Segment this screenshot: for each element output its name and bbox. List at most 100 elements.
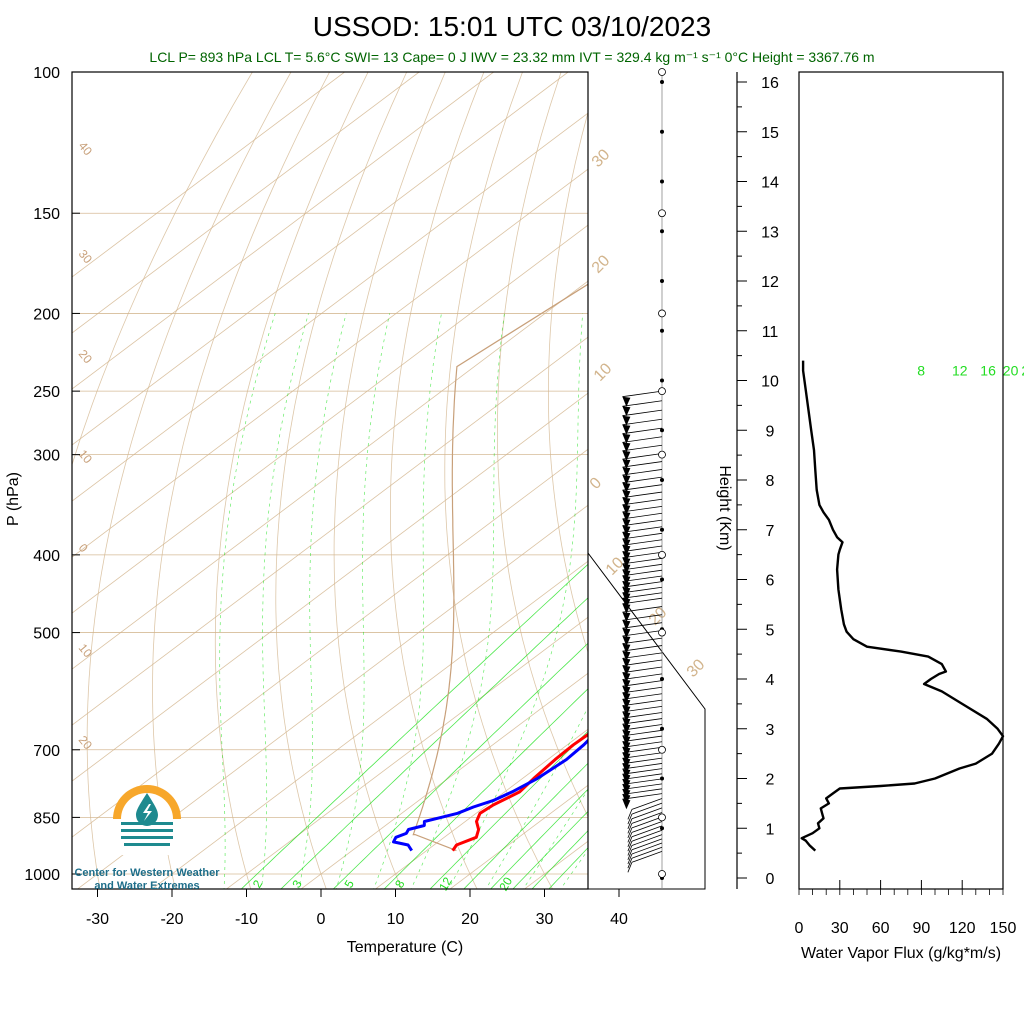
wind-barb-flag xyxy=(622,396,631,407)
wind-barb xyxy=(631,816,663,829)
wind-barb xyxy=(622,505,663,513)
wind-barb xyxy=(622,427,663,435)
mixing-ratio-label: 24 xyxy=(1021,363,1024,379)
wind-barb-flag xyxy=(622,482,631,493)
wind-barb xyxy=(622,409,663,417)
wind-barb-flag xyxy=(622,406,631,417)
dry-adiabat-line xyxy=(152,72,330,889)
height-tick-label: 0 xyxy=(766,871,775,888)
wind-barb xyxy=(622,788,663,795)
staff-dot xyxy=(660,179,664,184)
wind-barb xyxy=(622,768,663,775)
wind-barb xyxy=(622,390,663,398)
wind-barb xyxy=(622,581,663,588)
staff-pressure-marker xyxy=(658,628,666,637)
wind-barb xyxy=(622,741,663,748)
wind-barb-flag xyxy=(622,705,631,716)
wind-barb xyxy=(622,757,663,765)
y-tick-label: 700 xyxy=(33,743,60,760)
main-plot-frame xyxy=(71,71,589,890)
staff-pressure-marker xyxy=(658,309,666,318)
mixing-ratio-label: 16 xyxy=(980,363,996,379)
temperature-profile-line xyxy=(451,732,588,852)
wind-barb-feather xyxy=(627,827,633,839)
x-tick-label: 10 xyxy=(387,911,405,928)
wind-barb xyxy=(622,512,663,520)
dry-adiabat-line xyxy=(986,72,1024,891)
cw3e-logo: Center for Western Weather and Water Ext… xyxy=(74,785,220,892)
wind-barb-flag xyxy=(622,433,631,444)
x-tick-label: 20 xyxy=(461,911,479,928)
height-tick-label: 1 xyxy=(766,821,775,838)
moist-adiabat-line xyxy=(485,706,588,889)
wind-barb-feather xyxy=(627,818,633,829)
wind-barb xyxy=(622,400,663,407)
isotherm-line xyxy=(151,560,588,889)
isotherm-label: 20 xyxy=(589,252,614,277)
wind-barb-flag xyxy=(622,497,631,508)
wind-barb-feather xyxy=(627,853,633,865)
height-tick-label: 8 xyxy=(766,473,775,490)
moist-adiabat-line xyxy=(373,313,442,889)
wind-barb xyxy=(622,673,663,680)
staff-dot xyxy=(660,478,664,482)
logo-text-line2: and Water Extremes xyxy=(94,880,199,892)
wind-barb xyxy=(622,763,663,770)
dry-adiabat-line xyxy=(782,72,1024,891)
staff-pressure-marker xyxy=(658,813,666,822)
moist-adiabat-line xyxy=(410,313,505,889)
isotherm-label: 30 xyxy=(76,247,96,266)
height-tick-label: 15 xyxy=(761,125,779,142)
wind-barb xyxy=(622,773,663,780)
dry-adiabat-line xyxy=(72,72,253,467)
y-tick-label: 300 xyxy=(33,448,60,465)
moist-adiabat-line xyxy=(448,313,584,889)
y-tick-label: 1000 xyxy=(24,867,60,884)
y-tick-label: 250 xyxy=(33,384,60,401)
mixing-ratio-label: 20 xyxy=(1003,363,1019,379)
wind-barb xyxy=(622,680,663,687)
isotherm-line xyxy=(72,72,494,390)
wind-barb xyxy=(622,783,663,790)
x-tick-label: -10 xyxy=(235,911,258,928)
wind-barb xyxy=(622,645,663,652)
isotherm-line xyxy=(72,72,569,446)
wind-barb xyxy=(622,484,663,491)
height-tick-label: 4 xyxy=(766,672,775,689)
x-tick-label: 30 xyxy=(536,911,554,928)
wind-barb-flag xyxy=(622,679,631,690)
mixing-ratio-line xyxy=(512,810,588,889)
mixing-ratio-label: 12 xyxy=(436,874,455,893)
dry-adiabat-line xyxy=(214,72,369,889)
wind-barb-flag xyxy=(622,672,631,683)
wind-barb-flag xyxy=(622,467,631,478)
height-tick-label: 3 xyxy=(766,722,775,739)
staff-dot xyxy=(660,80,664,84)
flux-x-tick-label: 30 xyxy=(831,920,849,937)
wind-barb-flag xyxy=(622,518,631,529)
background-lines xyxy=(72,72,1024,891)
wind-barb xyxy=(622,712,663,719)
wind-barb xyxy=(622,686,663,694)
wind-barb xyxy=(631,846,663,859)
moist-adiabat-line xyxy=(335,313,391,889)
wind-barb-feather xyxy=(627,841,633,852)
wind-barb-feather xyxy=(627,845,633,856)
wind-barb-flag xyxy=(622,504,631,515)
wind-barb xyxy=(622,545,663,552)
wind-barb-flag xyxy=(622,475,631,485)
dry-adiabat-line xyxy=(390,72,485,889)
height-axis-label: Height (Km) xyxy=(716,465,733,550)
wind-barb-flag xyxy=(622,612,631,623)
wind-barb-flag xyxy=(622,415,631,426)
wind-barb-flag xyxy=(622,538,631,549)
chart-title: USSOD: 15:01 UTC 03/10/2023 xyxy=(313,11,711,42)
wind-barb-flag xyxy=(622,628,631,639)
staff-pressure-marker xyxy=(658,745,666,754)
isotherm-label: 20 xyxy=(76,347,96,366)
wind-barb xyxy=(622,453,663,460)
moist-adiabat-line xyxy=(298,313,347,889)
mixing-ratio-line xyxy=(548,847,588,889)
